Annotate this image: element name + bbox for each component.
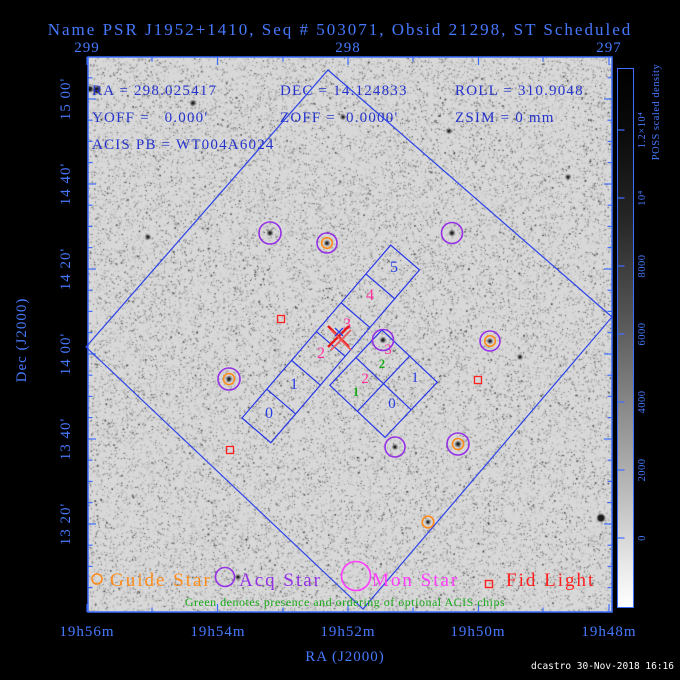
guide-star-marker — [447, 433, 469, 455]
optional-chips-footnote: Green denotes presence and ordering of o… — [185, 595, 505, 609]
guide-star-inner-ring — [453, 439, 464, 450]
colorbar-tick-label: 4000 — [637, 391, 648, 414]
info-ra: RA = 298.025417 — [92, 83, 217, 99]
legend-label-acq-star: Acq Star — [239, 570, 322, 591]
acq-star-marker — [259, 222, 281, 244]
guide-star-inner-ring — [224, 374, 235, 385]
x-axis-label: RA (J2000) — [305, 649, 385, 665]
guide-star-marker — [317, 233, 337, 253]
page-title: Name PSR J1952+1410, Seq # 503071, Obsid… — [48, 20, 633, 39]
fid-light-marker — [278, 316, 285, 323]
acis-i-chip-label: 1 — [411, 370, 419, 386]
legend-label-mon-star: Mon Star — [372, 570, 459, 591]
top-tick-label: 298 — [335, 40, 361, 56]
colorbar-tick-label: 2000 — [637, 459, 648, 482]
info-dec: DEC = 14.124833 — [280, 83, 408, 99]
guide-star-outer-ring — [447, 433, 469, 455]
acq-star-marker — [385, 437, 405, 457]
guide-star-inner-ring — [485, 336, 496, 347]
legend-label-fid-light: Fid Light — [506, 570, 595, 591]
acis-s-chip-label: 0 — [265, 405, 273, 422]
fid-light-marker — [475, 377, 482, 384]
plot-overlay: Name PSR J1952+1410, Seq # 503071, Obsid… — [0, 0, 680, 680]
legend-label-guide-star: Guide Star — [110, 570, 212, 591]
y-axis-label: Dec (J2000) — [14, 298, 30, 383]
colorbar-tick-label: 0 — [637, 535, 648, 541]
obsvis-plot-window: Name PSR J1952+1410, Seq # 503071, Obsid… — [0, 0, 680, 680]
guide-star-marker — [218, 368, 240, 390]
bottom-tick-label: 19h54m — [190, 624, 245, 640]
top-tick-label: 299 — [74, 40, 100, 56]
colorbar-tick-label: 8000 — [637, 255, 648, 278]
acis-s-chip-label: 1 — [290, 376, 298, 393]
info-zsim: ZSIM = 0 mm — [455, 110, 555, 126]
optional-chip-order-label: 2 — [379, 357, 385, 371]
bottom-tick-label: 19h48m — [581, 624, 636, 640]
info-zoff: ZOFF = 0.0000' — [280, 110, 398, 126]
left-tick-label: 14 40' — [58, 163, 74, 205]
acq-star-legend-icon — [216, 568, 235, 587]
top-tick-label: 297 — [596, 40, 622, 56]
info-yoff: YOFF = 0.000' — [92, 110, 208, 126]
left-tick-label: 15 00' — [58, 78, 74, 120]
guide-star-outer-ring — [480, 331, 500, 351]
bottom-tick-label: 19h56m — [59, 624, 114, 640]
left-tick-label: 14 20' — [58, 248, 74, 290]
legend: Guide Star Acq Star Mon Star Fid Light — [92, 562, 595, 592]
left-tick-label: 13 40' — [58, 418, 74, 460]
guide-star-marker — [422, 516, 434, 528]
acis-i-chip-label: 0 — [388, 396, 396, 412]
guide-star-inner-ring — [322, 238, 333, 249]
guide-star-marker — [480, 331, 500, 351]
guide-star-outer-ring — [317, 233, 337, 253]
mon-star-legend-icon — [342, 562, 371, 591]
fid-light-marker — [227, 447, 234, 454]
bottom-tick-label: 19h52m — [320, 624, 375, 640]
colorbar-tick-label: 10⁴ — [637, 190, 648, 206]
colorbar-tick-label: 1.2×10⁴ — [637, 112, 648, 149]
acis-s-chip-label: 5 — [390, 259, 398, 276]
acis-s-chip-label: 4 — [366, 287, 374, 304]
colorbar-title: POSS scaled density — [651, 64, 662, 161]
bottom-tick-label: 19h50m — [450, 624, 505, 640]
acis-s-chip-label: 2 — [317, 345, 325, 362]
guide-star-outer-ring — [218, 368, 240, 390]
optional-chip-order-label: 1 — [353, 385, 359, 399]
info-roll: ROLL = 310.9048 — [455, 83, 584, 99]
fid-light-legend-icon — [486, 581, 493, 588]
acq-star-marker — [373, 330, 394, 351]
info-acis-pb: ACIS PB = WT004A6024 — [92, 137, 275, 153]
colorbar-tick-label: 6000 — [637, 323, 648, 346]
acis-i-chip-label: 2 — [361, 371, 369, 387]
left-tick-label: 14 00' — [58, 333, 74, 375]
left-tick-label: 13 20' — [58, 503, 74, 545]
credit-text: dcastro 30-Nov-2018 16:16 — [531, 661, 674, 672]
acq-star-marker — [442, 223, 463, 244]
guide-star-legend-icon — [92, 574, 102, 584]
